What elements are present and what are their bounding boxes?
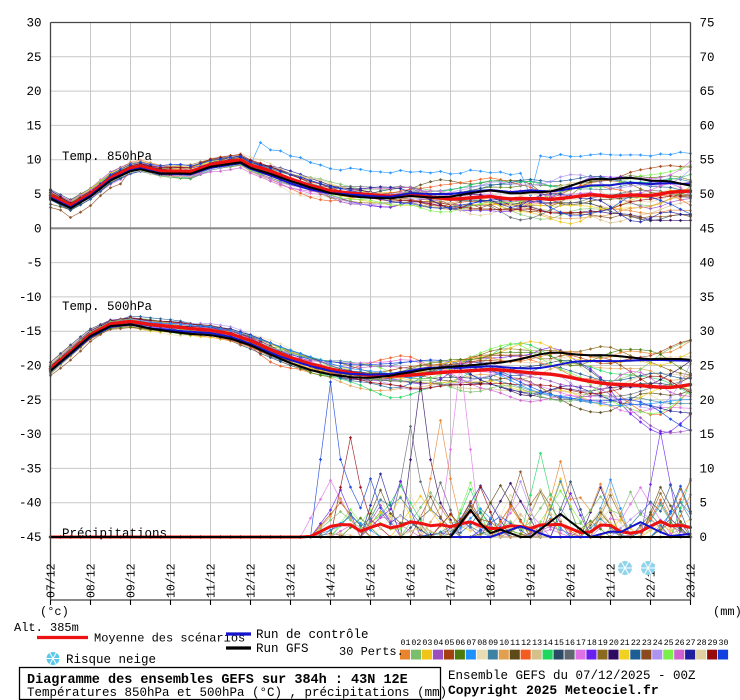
svg-text:Run de contrôle: Run de contrôle [256, 628, 369, 642]
svg-text:26: 26 [675, 639, 685, 648]
svg-text:Copyright 2025 Meteociel.fr: Copyright 2025 Meteociel.fr [448, 683, 659, 698]
svg-text:Run GFS: Run GFS [256, 642, 309, 656]
svg-text:21: 21 [620, 639, 630, 648]
svg-text:10: 10 [499, 639, 509, 648]
svg-text:30: 30 [719, 639, 729, 648]
svg-text:08: 08 [477, 639, 487, 648]
svg-text:11: 11 [510, 639, 520, 648]
svg-text:18: 18 [587, 639, 597, 648]
svg-text:22: 22 [631, 639, 641, 648]
svg-text:09: 09 [488, 639, 498, 648]
svg-text:03: 03 [422, 639, 432, 648]
svg-text:15: 15 [554, 639, 564, 648]
svg-text:25: 25 [664, 639, 674, 648]
svg-text:Moyenne des scénarios: Moyenne des scénarios [94, 632, 245, 646]
svg-text:19: 19 [598, 639, 608, 648]
svg-text:16: 16 [565, 639, 575, 648]
svg-text:12: 12 [521, 639, 531, 648]
svg-text:Températures 850hPa et 500hPa: Températures 850hPa et 500hPa (°C) , pré… [27, 686, 447, 700]
svg-text:20: 20 [609, 639, 619, 648]
svg-text:23: 23 [642, 639, 652, 648]
svg-text:17: 17 [576, 639, 586, 648]
svg-text:13: 13 [532, 639, 542, 648]
svg-text:24: 24 [653, 639, 663, 648]
svg-text:29: 29 [708, 639, 718, 648]
svg-text:30 Perts.: 30 Perts. [339, 645, 404, 659]
svg-text:04: 04 [433, 639, 443, 648]
svg-text:02: 02 [411, 639, 421, 648]
svg-text:07: 07 [466, 639, 476, 648]
svg-text:28: 28 [697, 639, 707, 648]
svg-text:Ensemble GEFS du 07/12/2025 -: Ensemble GEFS du 07/12/2025 - 00Z [448, 669, 696, 683]
svg-text:06: 06 [455, 639, 465, 648]
svg-text:14: 14 [543, 639, 553, 648]
svg-text:Risque neige: Risque neige [66, 653, 156, 667]
svg-text:05: 05 [444, 639, 454, 648]
svg-text:27: 27 [686, 639, 696, 648]
